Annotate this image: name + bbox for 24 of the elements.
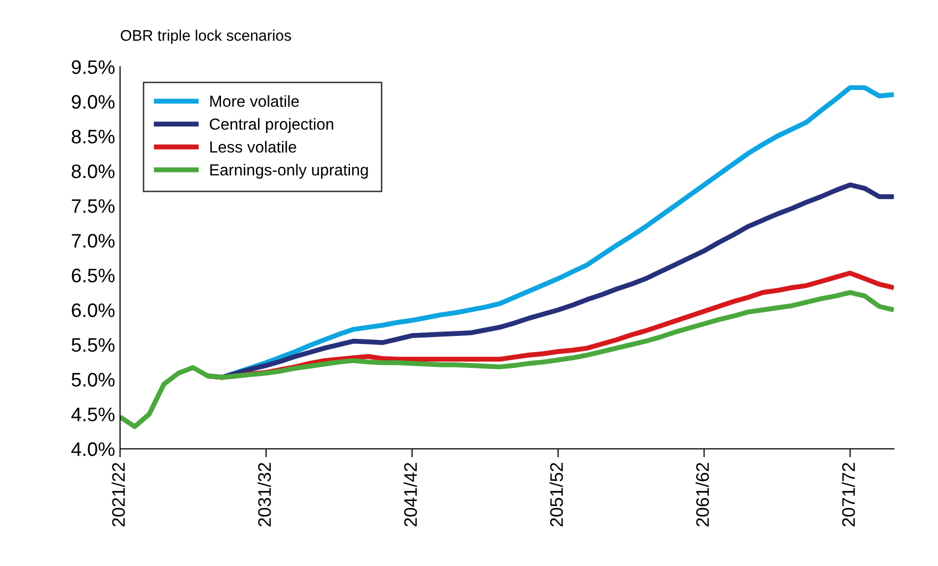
x-tick-label: 2041/42 xyxy=(404,462,417,526)
legend-label: Less volatile xyxy=(210,140,296,153)
y-tick-label: 6.0% xyxy=(72,303,115,318)
y-tick-label: 9.0% xyxy=(72,94,115,109)
x-tick-label: 2021/22 xyxy=(112,462,125,526)
y-tick-label: 4.0% xyxy=(71,442,115,456)
chart-title: OBR triple lock scenarios xyxy=(120,30,292,44)
line-series xyxy=(120,290,894,430)
y-tick-label: 7.0% xyxy=(72,234,115,248)
legend-label: More volatile xyxy=(210,95,299,107)
x-tick-label: 2051/52 xyxy=(550,462,563,526)
y-tick-label: 8.5% xyxy=(72,130,115,144)
y-tick-label: 5.0% xyxy=(72,372,115,387)
y-tick-label: 8.0% xyxy=(72,164,115,178)
x-tick-label: 2061/62 xyxy=(696,462,709,526)
legend-label: Earnings-only uprating xyxy=(210,164,368,179)
y-tick-label: 5.5% xyxy=(72,338,115,352)
y-tick-label: 9.5% xyxy=(72,60,115,74)
legend-label: Central projection xyxy=(210,118,334,133)
x-tick-label: 2031/32 xyxy=(258,462,271,526)
y-tick-label: 7.5% xyxy=(72,199,115,213)
y-tick-label: 4.5% xyxy=(71,408,115,422)
y-tick-label: 6.5% xyxy=(72,268,115,282)
x-tick-label: 2071/72 xyxy=(842,462,855,526)
